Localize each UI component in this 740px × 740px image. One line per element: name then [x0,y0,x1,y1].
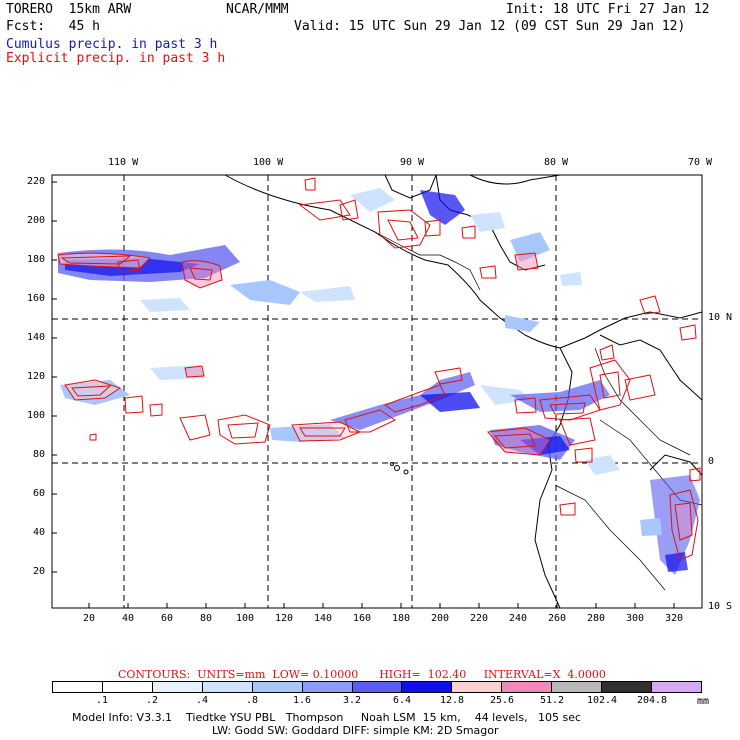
y-tick-label: 220 [27,176,46,187]
colorbar-segment [452,682,503,692]
colorbar-segment [552,682,603,692]
org-label: NCAR/MMM [226,2,289,17]
colorbar-segment [652,682,701,692]
lon-label: 90 W [400,157,425,168]
y-tick-label: 120 [27,371,46,382]
colorbar-label: 3.2 [342,695,362,706]
colorbar-label: 204.8 [636,695,668,706]
explicit-precip [57,177,701,561]
colorbar-label: .2 [145,695,159,706]
colorbar-segment [302,682,353,692]
colorbar-label: 102.4 [586,695,618,706]
contour-info: CONTOURS: UNITS=mm LOW= 0.10000 HIGH= 10… [118,668,606,681]
colorbar-segment [202,682,253,692]
colorbar-segment [602,682,653,692]
lon-label: 70 W [688,157,713,168]
colorbar-segment [502,682,553,692]
x-tick-label: 120 [275,613,294,624]
y-tick-label: 100 [27,410,46,421]
model-title: TORERO 15km ARW [6,2,132,17]
x-tick-label: 320 [665,613,684,624]
cumulus-precip [58,188,700,575]
colorbar-label: 51.2 [539,695,565,706]
lat-label: 0 [708,456,715,467]
x-tick-label: 220 [470,613,489,624]
map-frame [51,174,703,609]
lon-label: 80 W [544,157,569,168]
colorbar-label: .1 [95,695,109,706]
y-tick-label: 80 [33,449,46,460]
coastlines [224,174,703,609]
x-tick-label: 160 [353,613,372,624]
colorbar-segment [102,682,153,692]
x-tick-label: 40 [122,613,135,624]
x-tick-label: 300 [626,613,645,624]
y-tick-label: 140 [27,332,46,343]
tick-marks [52,181,675,608]
init-time: Init: 18 UTC Fri 27 Jan 12 [506,2,710,17]
lat-label: 10 S [708,601,733,612]
valid-time: Valid: 15 UTC Sun 29 Jan 12 (09 CST Sun … [294,19,686,34]
colorbar-label: 1.6 [292,695,312,706]
x-tick-label: 140 [314,613,333,624]
model-info-line2: LW: Godd SW: Goddard DIFF: simple KM: 2D… [212,724,499,737]
x-tick-label: 260 [548,613,567,624]
y-tick-label: 60 [33,488,46,499]
model-info-line1: Model Info: V3.3.1 Tiedtke YSU PBL Thomp… [72,711,582,724]
colorbar-segment [352,682,403,692]
colorbar-label: 6.4 [392,695,412,706]
x-tick-label: 60 [161,613,174,624]
colorbar-label: 12.8 [439,695,465,706]
cumulus-legend: Cumulus precip. in past 3 h [6,37,218,52]
explicit-legend: Explicit precip. in past 3 h [6,51,226,66]
x-tick-label: 200 [431,613,450,624]
colorbar-segment [252,682,303,692]
x-tick-label: 20 [83,613,96,624]
lat-label: 10 N [708,312,733,323]
y-tick-label: 40 [33,527,46,538]
y-tick-label: 180 [27,254,46,265]
colorbar [52,681,702,693]
forecast-hour: Fcst: 45 h [6,19,100,34]
colorbar-segment [53,682,103,692]
x-tick-label: 80 [200,613,213,624]
y-tick-label: 160 [27,293,46,304]
colorbar-label: .8 [245,695,259,706]
lon-label: 100 W [253,157,284,168]
x-tick-label: 240 [509,613,528,624]
x-tick-label: 100 [236,613,255,624]
colorbar-segment [152,682,203,692]
colorbar-unit: mm [697,696,710,707]
colorbar-label: 25.6 [489,695,515,706]
colorbar-label: .4 [195,695,209,706]
y-tick-label: 20 [33,566,46,577]
x-tick-label: 180 [392,613,411,624]
colorbar-segment [402,682,453,692]
x-tick-label: 280 [587,613,606,624]
y-tick-label: 200 [27,215,46,226]
lon-label: 110 W [108,157,139,168]
